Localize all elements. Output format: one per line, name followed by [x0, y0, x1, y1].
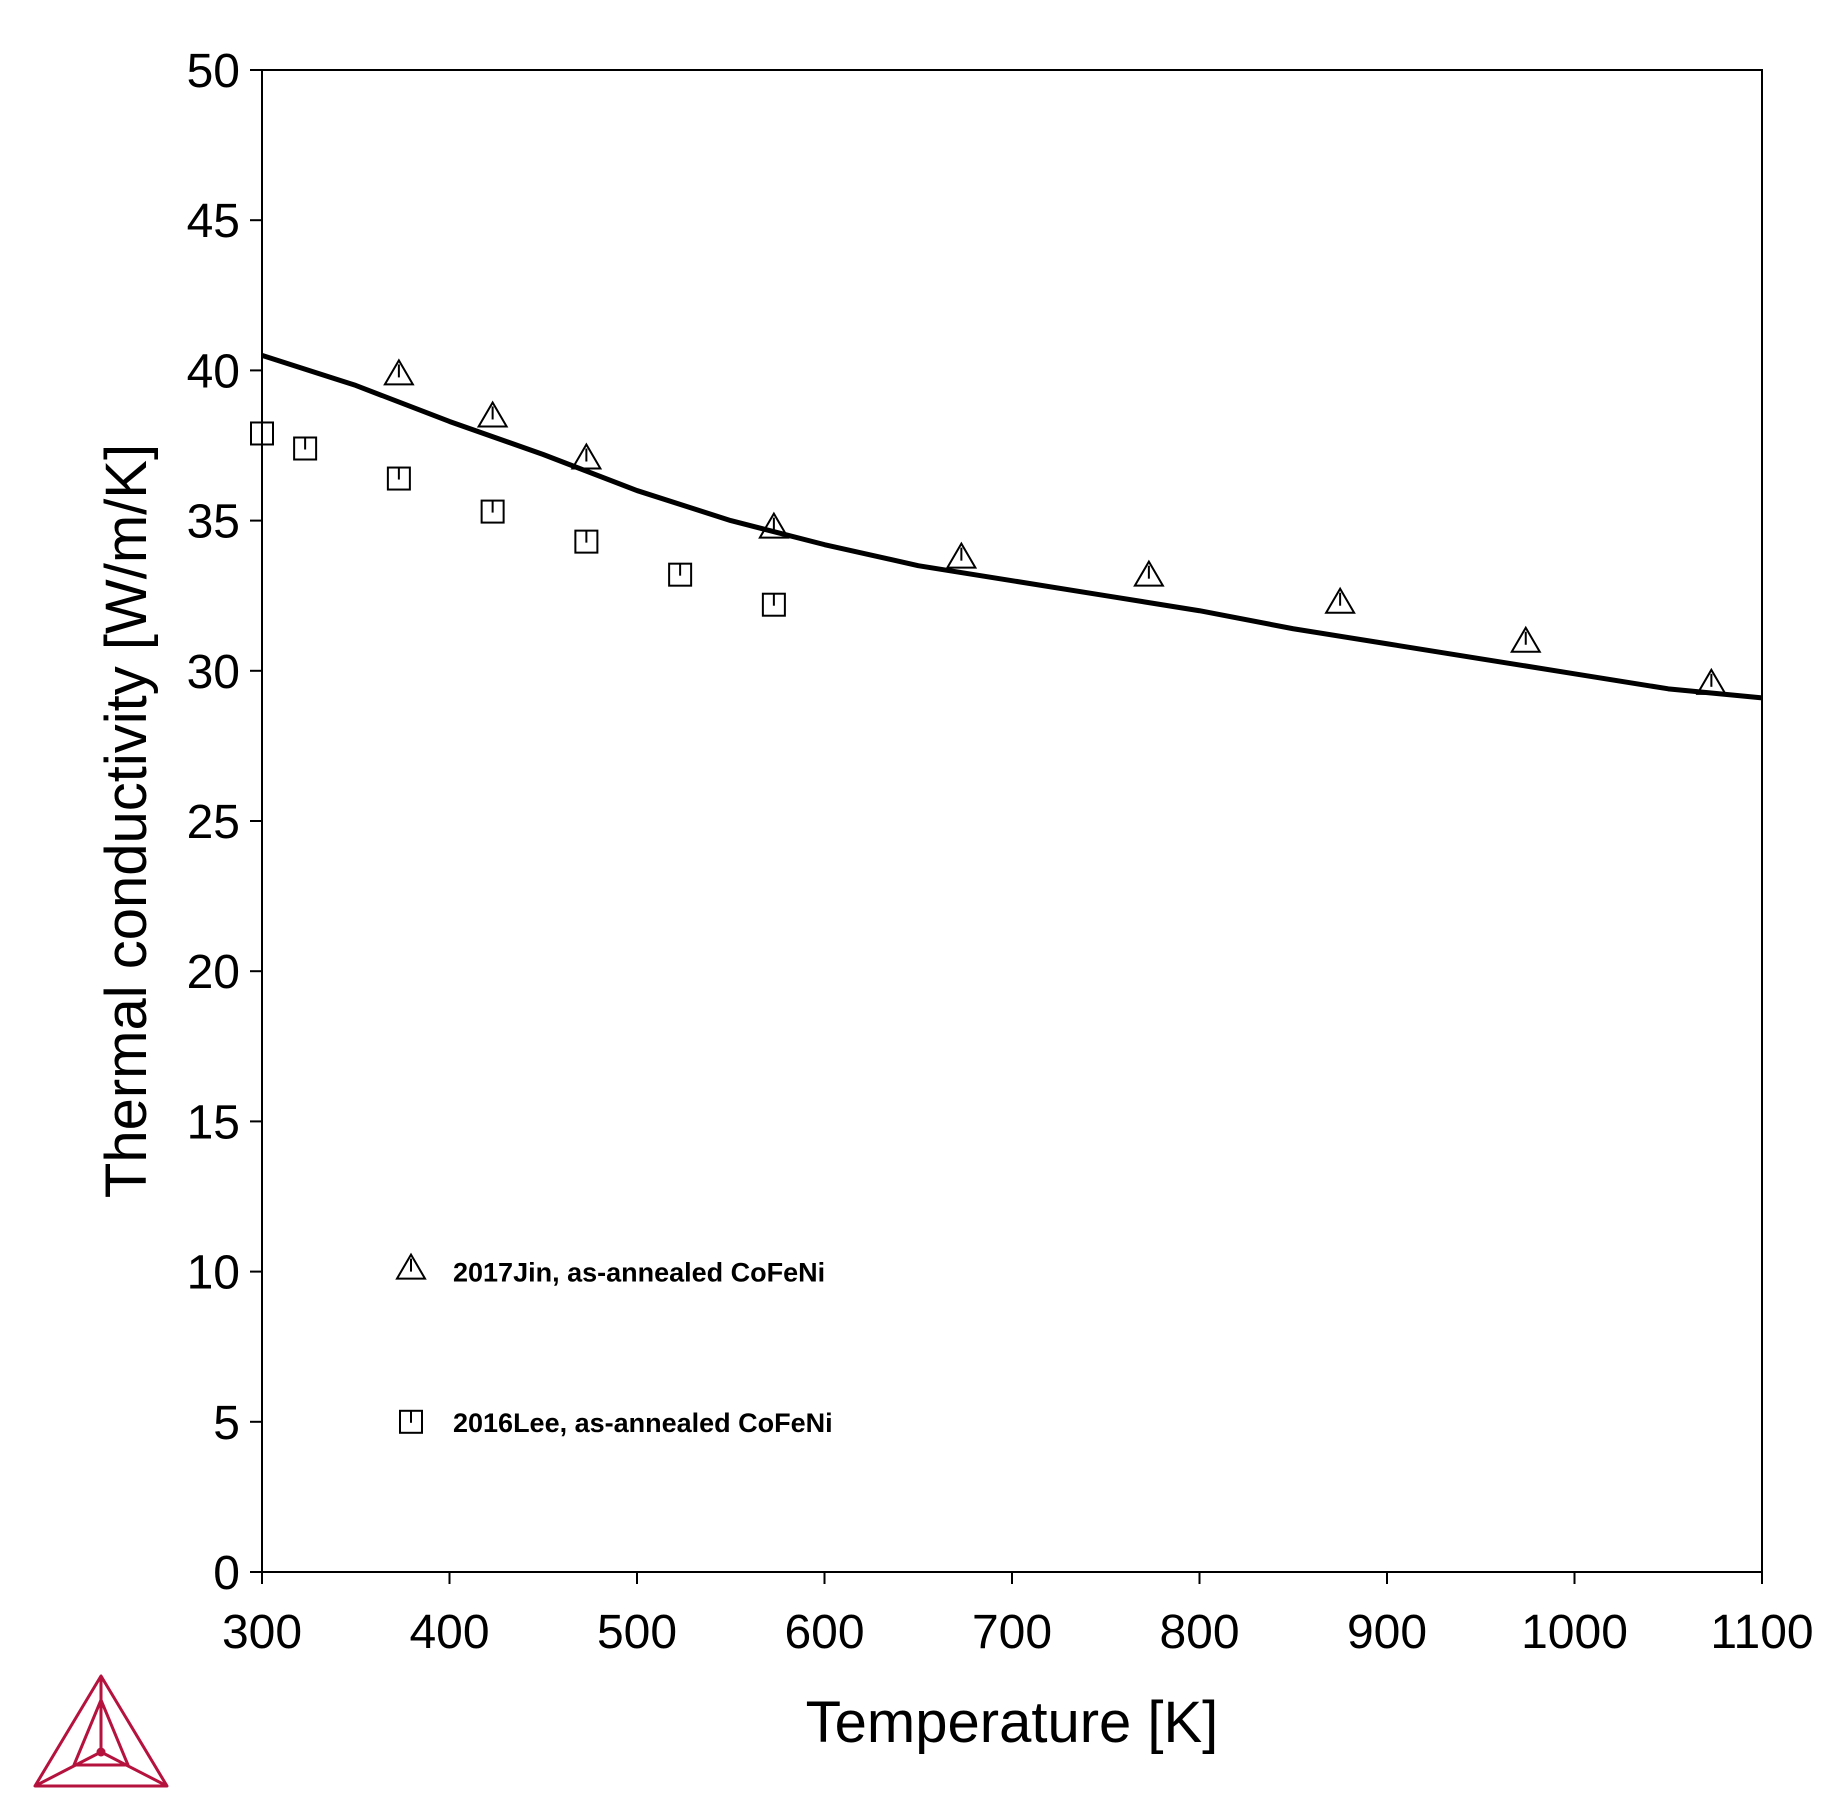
x-tick-label: 600: [784, 1606, 864, 1659]
data-point-square: [293, 436, 318, 461]
y-tick-label: 10: [187, 1247, 240, 1300]
data-point-square: [386, 466, 411, 491]
data-point-square: [574, 529, 599, 554]
plot-frame: [261, 69, 1763, 1573]
data-series: [250, 352, 1763, 701]
data-point-square: [480, 499, 505, 524]
y-tick-label: 0: [213, 1547, 240, 1600]
y-tick-label: 40: [187, 345, 240, 398]
axis-tick-labels: 300 400 500 600 700 800 900 1000 1100 0 5 10 15 20 25 3…: [187, 45, 1814, 1659]
data-point-triangle: [945, 541, 978, 569]
x-tick-label: 500: [597, 1606, 677, 1659]
x-tick-label: 900: [1347, 1606, 1427, 1659]
data-point-triangle: [758, 511, 790, 539]
x-tick-label: 1100: [1710, 1606, 1813, 1659]
x-tick-label: 300: [222, 1606, 302, 1659]
x-tick-label: 800: [1159, 1606, 1239, 1659]
y-tick-label: 35: [187, 496, 240, 549]
thermo-calc-logo: [33, 1674, 169, 1788]
data-point-triangle: [1695, 667, 1728, 695]
data-point-triangle: [476, 400, 509, 428]
legend-marker-square: [399, 1409, 423, 1434]
legend-label: 2016Lee, as-annealed CoFeNi: [453, 1408, 833, 1438]
y-tick-label: 25: [187, 796, 240, 849]
x-tick-label: 1000: [1521, 1606, 1628, 1659]
x-axis-title: Temperature [K]: [806, 1690, 1219, 1755]
data-point-triangle: [383, 358, 415, 386]
y-tick-label: 30: [187, 646, 240, 699]
data-point-square: [250, 421, 274, 446]
y-tick-label: 15: [187, 1096, 240, 1149]
data-point-triangle: [570, 442, 603, 470]
data-point-triangle: [1324, 586, 1356, 614]
data-point-triangle: [1133, 559, 1165, 587]
x-tick-label: 400: [409, 1606, 489, 1659]
y-tick-label: 20: [187, 946, 240, 999]
y-tick-label: 50: [187, 45, 240, 98]
legend-label: 2017Jin, as-annealed CoFeNi: [453, 1258, 825, 1288]
y-tick-label: 45: [187, 195, 240, 248]
data-point-square: [761, 592, 786, 617]
legend-marker-triangle: [395, 1252, 427, 1280]
calculated-line: [261, 352, 1763, 701]
data-point-square: [668, 562, 693, 587]
data-point-triangle: [1510, 625, 1542, 653]
y-tick-label: 5: [213, 1397, 240, 1450]
y-axis-title: Thermal conductivity [W/m/K]: [94, 444, 159, 1198]
axis-ticks: [250, 69, 1763, 1584]
x-tick-label: 700: [972, 1606, 1052, 1659]
legend: 2017Jin, as-annealed CoFeNi 2016Lee, as-a…: [395, 1252, 833, 1438]
